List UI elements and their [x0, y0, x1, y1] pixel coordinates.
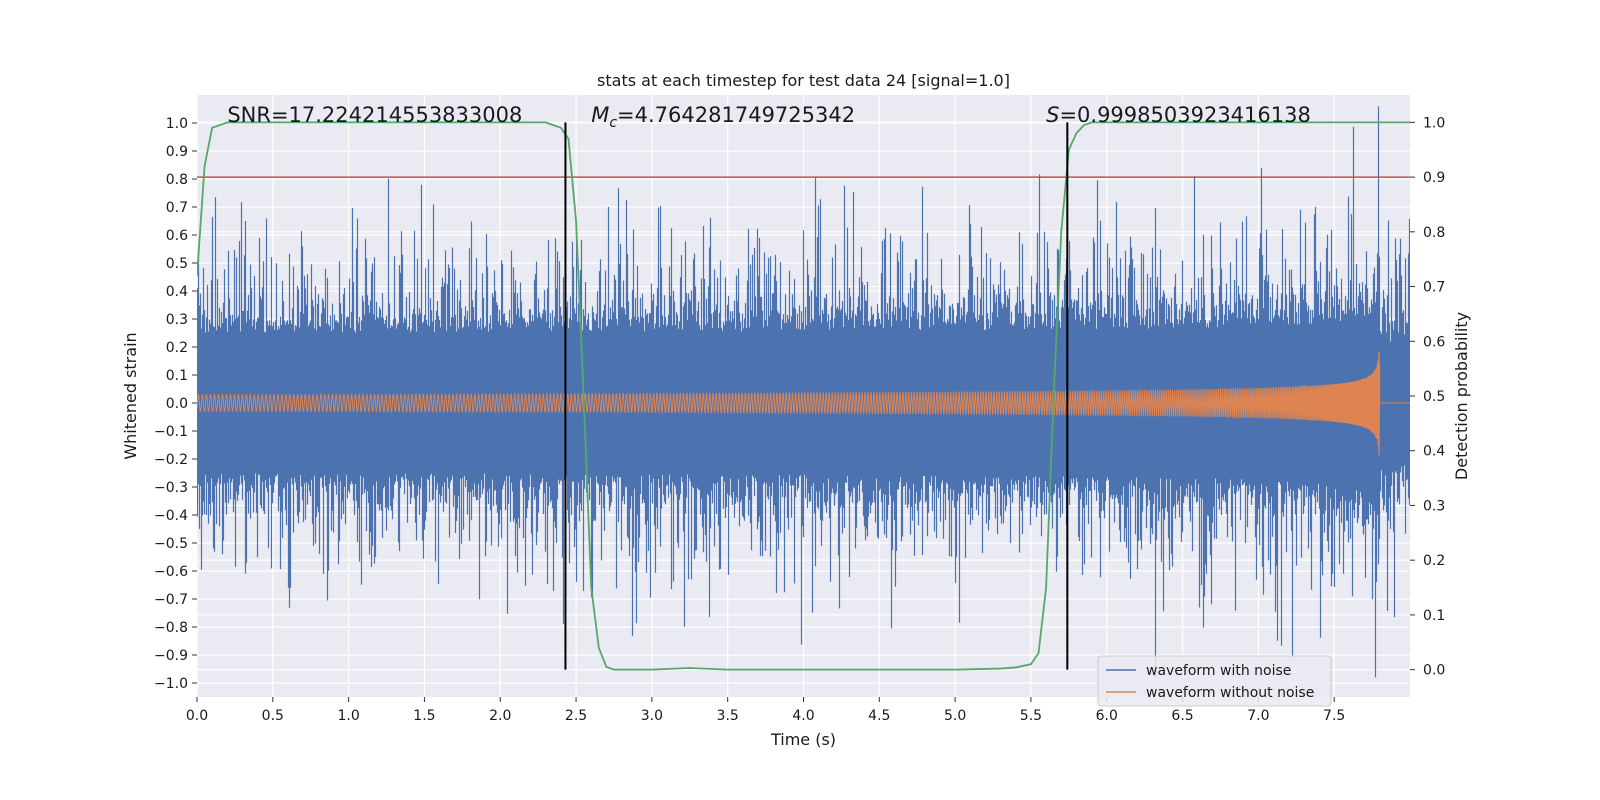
annotation-chirp-mass-value: =4.764281749725342 [617, 103, 855, 127]
x-axis-ticks: 0.0 0.5 1.0 1.5 2.0 2.5 3.0 3.5 4.0 4.5 5.0 5.5 6.0 6… [186, 697, 1345, 724]
x-tick-label: 6.0 [1096, 708, 1118, 724]
vertical-markers [564, 122, 1069, 670]
y-right-axis-label: Detection probability [1452, 312, 1471, 480]
y-right-tick-label: 0.5 [1423, 389, 1445, 405]
y-left-tick-label: 0.6 [166, 228, 188, 244]
annotation-s-symbol: S [1046, 103, 1059, 127]
x-tick-label: 3.0 [641, 708, 663, 724]
annotation-snr: SNR=17.224214553833008 [227, 103, 522, 127]
x-tick-label: 1.0 [337, 708, 359, 724]
legend-label-waveform-without-noise: waveform without noise [1146, 685, 1314, 701]
series-waveform-without-noise [197, 352, 1410, 456]
x-tick-label: 3.5 [717, 708, 739, 724]
y-left-tick-label: 0.3 [166, 312, 188, 328]
y-left-tick-label: −0.7 [154, 592, 188, 608]
legend-box [1097, 655, 1332, 707]
y-left-tick-label: −0.2 [154, 452, 188, 468]
y-left-tick-label: 1.0 [166, 116, 188, 132]
legend: waveform with noise waveform without noi… [1097, 655, 1332, 707]
y-left-tick-label: −1.0 [154, 676, 188, 692]
chart-title: stats at each timestep for test data 24 … [597, 71, 1010, 90]
x-tick-label: 6.5 [1171, 708, 1193, 724]
x-tick-label: 1.5 [413, 708, 435, 724]
annotation-s: S=0.9998503923416138 [1046, 103, 1311, 127]
y-right-tick-label: 0.4 [1423, 444, 1445, 460]
y-left-tick-label: 0.0 [166, 396, 188, 412]
y-left-tick-label: 0.9 [166, 144, 188, 160]
legend-label-waveform-with-noise: waveform with noise [1146, 663, 1291, 679]
y-right-tick-label: 0.8 [1423, 225, 1445, 241]
x-tick-label: 5.0 [944, 708, 966, 724]
x-tick-label: 2.0 [489, 708, 511, 724]
x-tick-label: 4.5 [868, 708, 890, 724]
x-tick-label: 5.5 [1020, 708, 1042, 724]
y-left-tick-label: 0.2 [166, 340, 188, 356]
y-right-tick-label: 0.0 [1423, 663, 1445, 679]
y-right-tick-label: 0.7 [1423, 280, 1445, 296]
x-tick-label: 0.5 [262, 708, 284, 724]
y-right-tick-label: 0.6 [1423, 334, 1445, 350]
y-left-tick-label: −0.9 [154, 648, 188, 664]
y-left-tick-label: 0.4 [166, 284, 188, 300]
y-left-axis-ticks: −1.0 −0.9 −0.8 −0.7 −0.6 −0.5 −0.4 −0.3 −0.2 −0.1… [154, 116, 197, 692]
y-right-tick-label: 0.2 [1423, 553, 1445, 569]
x-tick-label: 7.5 [1323, 708, 1345, 724]
y-left-tick-label: −0.6 [154, 564, 188, 580]
series-detection-probability [197, 121, 1410, 671]
y-left-tick-label: 0.8 [166, 172, 188, 188]
x-tick-label: 4.0 [792, 708, 814, 724]
y-right-tick-label: 0.9 [1423, 170, 1445, 186]
y-left-tick-label: −0.8 [154, 620, 188, 636]
annotation-chirp-mass: Mc=4.764281749725342 [591, 103, 855, 131]
x-tick-label: 7.0 [1247, 708, 1269, 724]
y-right-tick-label: 0.3 [1423, 498, 1445, 514]
annotation-chirp-mass-subscript: c [609, 115, 617, 131]
y-left-tick-label: 0.1 [166, 368, 188, 384]
y-left-tick-label: −0.4 [154, 508, 188, 524]
y-right-tick-label: 0.1 [1423, 608, 1445, 624]
annotation-s-value: =0.9998503923416138 [1059, 103, 1310, 127]
plot-area [197, 106, 1410, 678]
y-left-tick-label: −0.5 [154, 536, 188, 552]
annotation-chirp-mass-symbol: M [591, 103, 609, 127]
y-left-tick-label: −0.1 [154, 424, 188, 440]
y-left-tick-label: 0.7 [166, 200, 188, 216]
x-axis-label: Time (s) [770, 730, 836, 749]
y-right-tick-label: 1.0 [1423, 115, 1445, 131]
y-left-axis-label: Whitened strain [121, 332, 140, 459]
x-tick-label: 2.5 [565, 708, 587, 724]
x-tick-label: 0.0 [186, 708, 208, 724]
y-left-tick-label: 0.5 [166, 256, 188, 272]
y-right-axis-ticks: 0.0 0.1 0.2 0.3 0.4 0.5 0.6 0.7 0.8 0.9 1.0 [1410, 115, 1445, 679]
y-left-tick-label: −0.3 [154, 480, 188, 496]
